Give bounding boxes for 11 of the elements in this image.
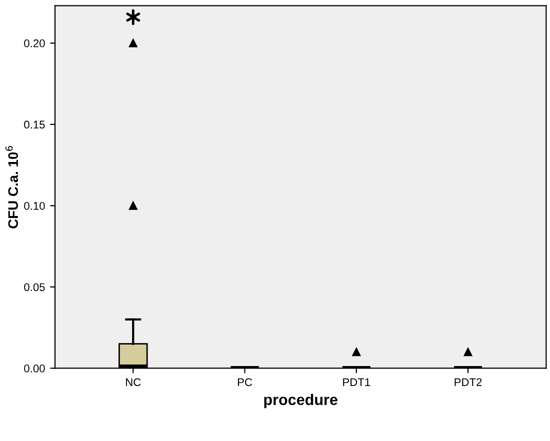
y-tick-label: 0.10 (24, 202, 45, 210)
x-tick-label: PDT1 (343, 378, 370, 386)
x-axis-title: procedure (264, 394, 338, 408)
y-tick-label: 0.15 (24, 120, 45, 129)
x-tick-label: PDT2 (454, 378, 482, 386)
y-tick-label: 0.05 (24, 283, 45, 292)
y-tick-label: 0.00 (24, 364, 45, 372)
y-tick-label: 0.20 (24, 39, 45, 48)
x-tick-label: NC (126, 378, 141, 386)
y-axis-title: CFU C.a. 10$^{6}$ (5, 146, 18, 228)
x-tick-label: PC (238, 378, 252, 386)
